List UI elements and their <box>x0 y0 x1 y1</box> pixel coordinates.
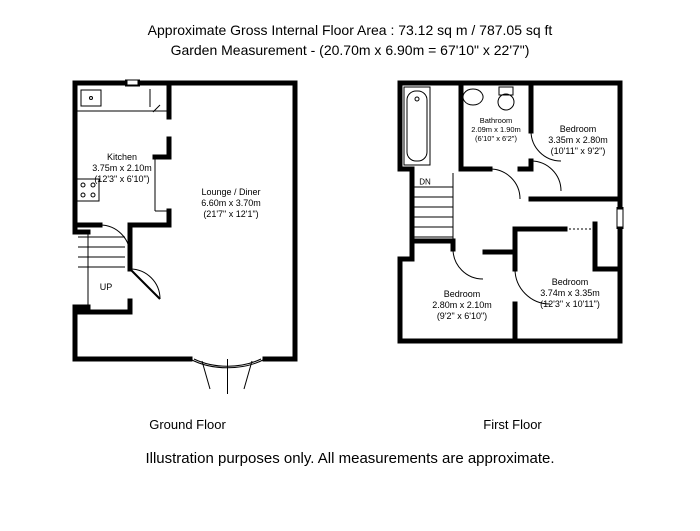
room-name: Bathroom <box>471 116 521 125</box>
room-name: Lounge / Diner <box>201 187 261 198</box>
first-floor-plan: Bathroom 2.09m x 1.90m (6'10" x 6'2") Be… <box>395 69 630 349</box>
room-dims-m: 3.74m x 3.35m <box>540 288 600 299</box>
room-dims-m: 2.09m x 1.90m <box>471 125 521 134</box>
header-line-1: Approximate Gross Internal Floor Area : … <box>40 20 660 40</box>
room-dims-ft: (12'3" x 6'10") <box>92 174 152 185</box>
bedroom2-label: Bedroom 2.80m x 2.10m (9'2" x 6'10") <box>432 289 492 323</box>
footer-note: Illustration purposes only. All measurem… <box>40 450 660 467</box>
room-dims-m: 2.80m x 2.10m <box>432 300 492 311</box>
ground-floor-svg <box>70 69 305 399</box>
room-dims-ft: (10'11" x 9'2") <box>548 146 608 157</box>
room-dims-ft: (6'10" x 6'2") <box>471 134 521 143</box>
room-dims-m: 3.75m x 2.10m <box>92 163 152 174</box>
room-dims-ft: (9'2" x 6'10") <box>432 311 492 322</box>
stair-up-label: UP <box>100 282 113 292</box>
room-name: Bedroom <box>432 289 492 300</box>
first-floor-caption: First Floor <box>483 417 542 432</box>
ground-floor-plan: Kitchen 3.75m x 2.10m (12'3" x 6'10") Lo… <box>70 69 305 399</box>
plans-container: Kitchen 3.75m x 2.10m (12'3" x 6'10") Lo… <box>40 69 660 432</box>
floorplan-page: Approximate Gross Internal Floor Area : … <box>0 0 700 531</box>
ground-floor-column: Kitchen 3.75m x 2.10m (12'3" x 6'10") Lo… <box>40 69 335 432</box>
lounge-label: Lounge / Diner 6.60m x 3.70m (21'7" x 12… <box>201 187 261 221</box>
room-name: Bedroom <box>540 277 600 288</box>
bedroom1-label: Bedroom 3.35m x 2.80m (10'11" x 9'2") <box>548 124 608 158</box>
room-name: Bedroom <box>548 124 608 135</box>
bedroom3-label: Bedroom 3.74m x 3.35m (12'3" x 10'11") <box>540 277 600 311</box>
room-dims-ft: (12'3" x 10'11") <box>540 299 600 310</box>
room-name: Kitchen <box>92 152 152 163</box>
header-block: Approximate Gross Internal Floor Area : … <box>40 20 660 61</box>
stair-dn-label: DN <box>419 177 431 186</box>
bathroom-label: Bathroom 2.09m x 1.90m (6'10" x 6'2") <box>471 116 521 144</box>
header-line-2: Garden Measurement - (20.70m x 6.90m = 6… <box>40 40 660 60</box>
first-floor-column: Bathroom 2.09m x 1.90m (6'10" x 6'2") Be… <box>365 69 660 432</box>
room-dims-m: 3.35m x 2.80m <box>548 135 608 146</box>
ground-floor-caption: Ground Floor <box>149 417 226 432</box>
room-dims-ft: (21'7" x 12'1") <box>201 209 261 220</box>
room-dims-m: 6.60m x 3.70m <box>201 198 261 209</box>
kitchen-label: Kitchen 3.75m x 2.10m (12'3" x 6'10") <box>92 152 152 186</box>
